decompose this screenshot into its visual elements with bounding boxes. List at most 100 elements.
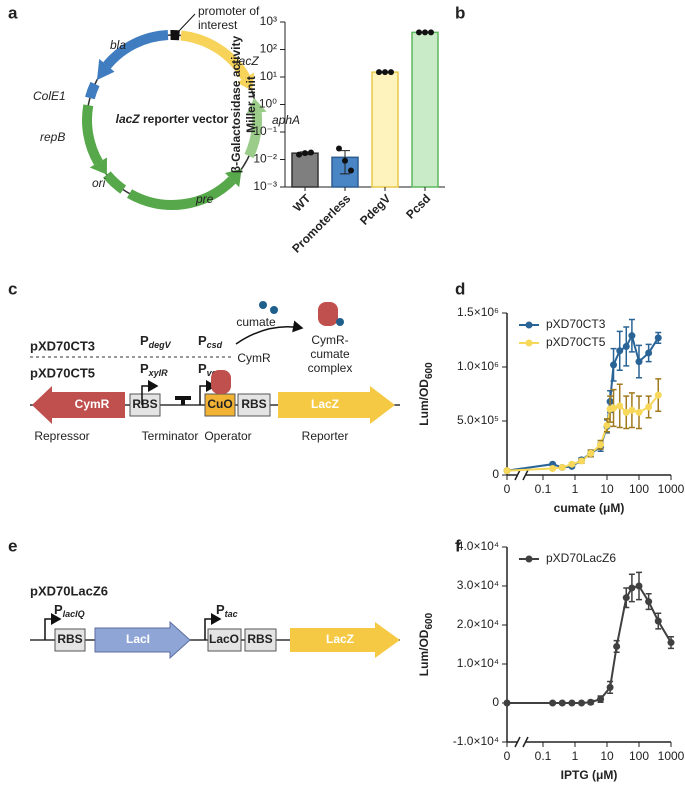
panel-label: b [455,3,465,22]
y-axis-label: β-Galactosidase activity [229,35,243,173]
data-point [568,699,576,707]
lacz-gene [180,30,250,81]
y-tick-label: 0 [492,695,499,709]
complex-label: complex [308,361,353,375]
bar [411,31,439,188]
cumate-diagram: pXD70CT3 pXD70CT5 PdegV Pcsd PxylR Pveg … [30,301,400,443]
feature-label: lacZ [236,54,259,68]
replicate-point [342,157,348,164]
x-tick-label: 1 [572,749,579,763]
part-label: CymR [75,397,110,411]
data-point [654,391,662,399]
feature-label: aphA [272,113,300,127]
data-point [597,441,605,449]
rbs-box [244,628,277,652]
data-point [635,408,643,416]
panel-label: c [8,279,17,298]
replicate-point [296,151,302,158]
y-tick-label: 10⁰ [259,97,277,111]
y-tick-label: 10¹ [260,69,277,83]
data-point [635,358,643,366]
data-point [667,639,675,647]
complex-label: cumate [310,347,350,361]
protein-label: CymR [237,351,271,365]
data-point [578,457,586,465]
promoter-label: Pcsd [198,333,223,350]
x-tick-label: 10 [600,749,614,763]
replicate-point [308,149,314,156]
feature-label: interest [198,18,238,32]
replicate-point [388,69,394,76]
y-tick-label: 10⁻² [253,152,277,166]
pre-gene [127,176,236,210]
complex-ligand [336,318,344,326]
laci-gene [94,620,191,660]
panel-label: a [8,3,18,22]
x-axis-label: cumate (μM) [554,501,625,515]
promoter-letter: P [216,602,225,617]
x-tick-label: 1000 [658,749,685,763]
data-point [645,598,653,606]
legend-label: pXD70CT5 [546,335,606,349]
y-axis-label: Lum/OD600 [417,612,434,676]
promoter-subscript: lacIQ [63,609,85,619]
data-point [603,421,611,429]
data-point [549,699,557,707]
data-point [616,402,624,410]
bla-arrowhead [97,58,115,80]
feature-label: repB [40,130,65,144]
promoter-letter: P [140,361,149,376]
complex-label: CymR- [311,333,348,347]
y-tick-label: 1.0×10⁴ [457,656,499,670]
data-point [622,408,630,416]
data-point [654,334,662,342]
replicate-point [336,145,342,152]
cumate-molecule [270,306,278,314]
legend-marker [525,555,533,563]
x-tick-label: 0.1 [535,749,552,763]
promoter-letter: P [54,602,63,617]
panel-label: e [8,536,17,555]
plasmid-title: lacZ reporter vector [116,112,229,126]
y-tick-label: 1.0×10⁶ [457,359,499,373]
promoter-subscript: degV [149,340,172,350]
x-tick-label: 0.1 [535,482,552,496]
y-axis-label-text: Lum/OD [417,379,431,426]
x-axis-label: IPTG (μM) [561,768,618,782]
y-axis-label-sub: 600 [424,362,435,379]
data-point [628,332,636,340]
construct-name: pXD70LacZ6 [30,583,108,598]
data-point [654,617,662,625]
data-point [610,404,618,412]
binding-arrow [235,320,304,345]
feature-label: pre [195,192,214,206]
y-tick-label: 1.5×10⁶ [457,305,499,319]
data-point [645,349,653,357]
promoter-arrow [204,613,222,640]
role-label: Terminator [142,429,199,443]
promoter-arrow [44,613,62,640]
promoter-label: PdegV [140,333,172,350]
cymr-gene [32,386,125,424]
replicate-point [416,29,422,36]
y-tick-label: -1.0×10⁴ [453,734,499,748]
cole1-gene [85,81,100,100]
apha-arrowhead [246,98,267,114]
x-tick-label: WT [290,191,314,215]
data-point [578,699,586,707]
data-point [503,699,511,707]
rbs-box [237,393,271,417]
bla-gene [103,30,169,69]
y-tick-label: 2.0×10⁴ [457,617,499,631]
data-point [628,584,636,592]
data-point [622,342,630,350]
replicate-point [376,69,382,76]
data-point [606,683,614,691]
data-point [549,465,557,473]
promoter-letter: P [140,333,149,348]
promoter-subscript: tac [225,609,238,619]
replicate-point [382,69,388,76]
